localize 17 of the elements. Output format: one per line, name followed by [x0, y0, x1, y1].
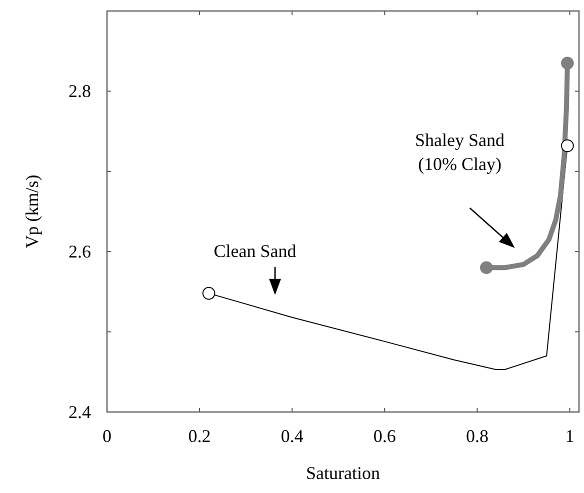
point: [561, 139, 574, 152]
x-axis-title: Saturation: [306, 463, 380, 483]
y-tick-label: 2.6: [68, 242, 91, 262]
x-tick-label: 1: [565, 426, 574, 446]
y-tick-label: 2.8: [68, 81, 91, 102]
point: [202, 286, 216, 300]
annotation: Shaley Sand (10% Clay): [415, 130, 505, 174]
x-tick-label: 0.6: [373, 426, 396, 446]
point: [561, 56, 574, 70]
x-tick-label: 0.2: [188, 426, 211, 446]
annotation: Clean Sand: [214, 240, 296, 261]
x-tick-label: 0.4: [280, 426, 304, 446]
point: [480, 261, 493, 274]
x-tick-label: 0.8: [466, 426, 488, 446]
y-axis-title: Vp (km/s): [22, 174, 42, 248]
x-tick-label: 0: [102, 426, 112, 446]
y-tick-label: 2.4: [68, 402, 91, 422]
